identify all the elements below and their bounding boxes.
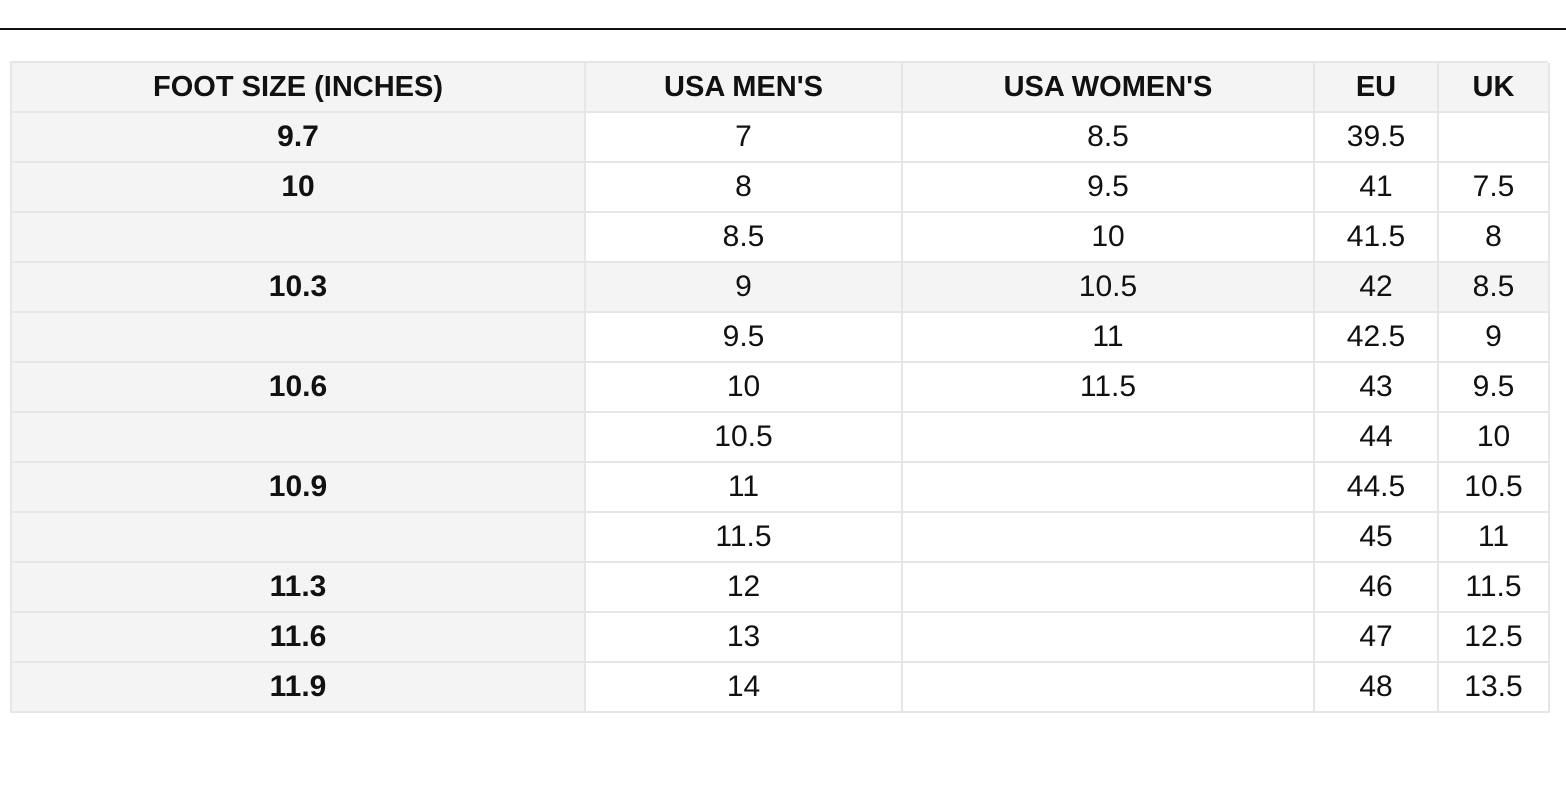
row-header: [12, 513, 586, 563]
row-header: 10: [12, 163, 586, 213]
row-header: [12, 413, 586, 463]
table-cell: 7.5: [1439, 163, 1550, 213]
table-cell: [1439, 113, 1550, 163]
column-header: UK: [1439, 63, 1550, 113]
table-cell: 13: [586, 613, 903, 663]
table-cell: 9.5: [903, 163, 1315, 213]
table-cell: 10.5: [903, 263, 1315, 313]
table-cell: [903, 613, 1315, 663]
table-cell: 13.5: [1439, 663, 1550, 713]
table-cell: 9.5: [586, 313, 903, 363]
table-cell: 11: [903, 313, 1315, 363]
row-header: 10.3: [12, 263, 586, 313]
table-cell: 8.5: [903, 113, 1315, 163]
table-cell: [903, 663, 1315, 713]
column-header: USA MEN'S: [586, 63, 903, 113]
table-cell: 9: [1439, 313, 1550, 363]
table-cell: 9: [586, 263, 903, 313]
row-header: 9.7: [12, 113, 586, 163]
table-cell: 10.5: [586, 413, 903, 463]
table-cell: 39.5: [1315, 113, 1439, 163]
column-header: EU: [1315, 63, 1439, 113]
row-header: [12, 213, 586, 263]
table-cell: [903, 563, 1315, 613]
row-header: 11.6: [12, 613, 586, 663]
table-cell: 8: [586, 163, 903, 213]
table-cell: 45: [1315, 513, 1439, 563]
table-cell: 44.5: [1315, 463, 1439, 513]
row-header: 10.9: [12, 463, 586, 513]
column-header: USA WOMEN'S: [903, 63, 1315, 113]
table-cell: 8: [1439, 213, 1550, 263]
table-cell: 47: [1315, 613, 1439, 663]
row-header: 10.6: [12, 363, 586, 413]
table-cell: [903, 463, 1315, 513]
table-cell: [903, 513, 1315, 563]
table-cell: 42.5: [1315, 313, 1439, 363]
table-cell: 11.5: [586, 513, 903, 563]
table-cell: 10: [1439, 413, 1550, 463]
column-header: FOOT SIZE (INCHES): [12, 63, 586, 113]
table-cell: 12: [586, 563, 903, 613]
table-cell: 10.5: [1439, 463, 1550, 513]
table-cell: [903, 413, 1315, 463]
row-header: 11.3: [12, 563, 586, 613]
table-cell: 43: [1315, 363, 1439, 413]
row-header: [12, 313, 586, 363]
table-cell: 41.5: [1315, 213, 1439, 263]
table-cell: 8.5: [1439, 263, 1550, 313]
table-cell: 11: [1439, 513, 1550, 563]
table-cell: 41: [1315, 163, 1439, 213]
row-header: 11.9: [12, 663, 586, 713]
table-cell: 8.5: [586, 213, 903, 263]
table-cell: 9.5: [1439, 363, 1550, 413]
table-cell: 12.5: [1439, 613, 1550, 663]
divider: [0, 28, 1566, 30]
table-cell: 14: [586, 663, 903, 713]
size-table: FOOT SIZE (INCHES) USA MEN'S USA WOMEN'S EU…: [10, 61, 1550, 713]
table-cell: 48: [1315, 663, 1439, 713]
table-cell: 11: [586, 463, 903, 513]
table-cell: 11.5: [1439, 563, 1550, 613]
table-cell: 11.5: [903, 363, 1315, 413]
table-cell: 42: [1315, 263, 1439, 313]
table-cell: 44: [1315, 413, 1439, 463]
table-cell: 10: [586, 363, 903, 413]
table-cell: 46: [1315, 563, 1439, 613]
table-cell: 7: [586, 113, 903, 163]
table-cell: 10: [903, 213, 1315, 263]
